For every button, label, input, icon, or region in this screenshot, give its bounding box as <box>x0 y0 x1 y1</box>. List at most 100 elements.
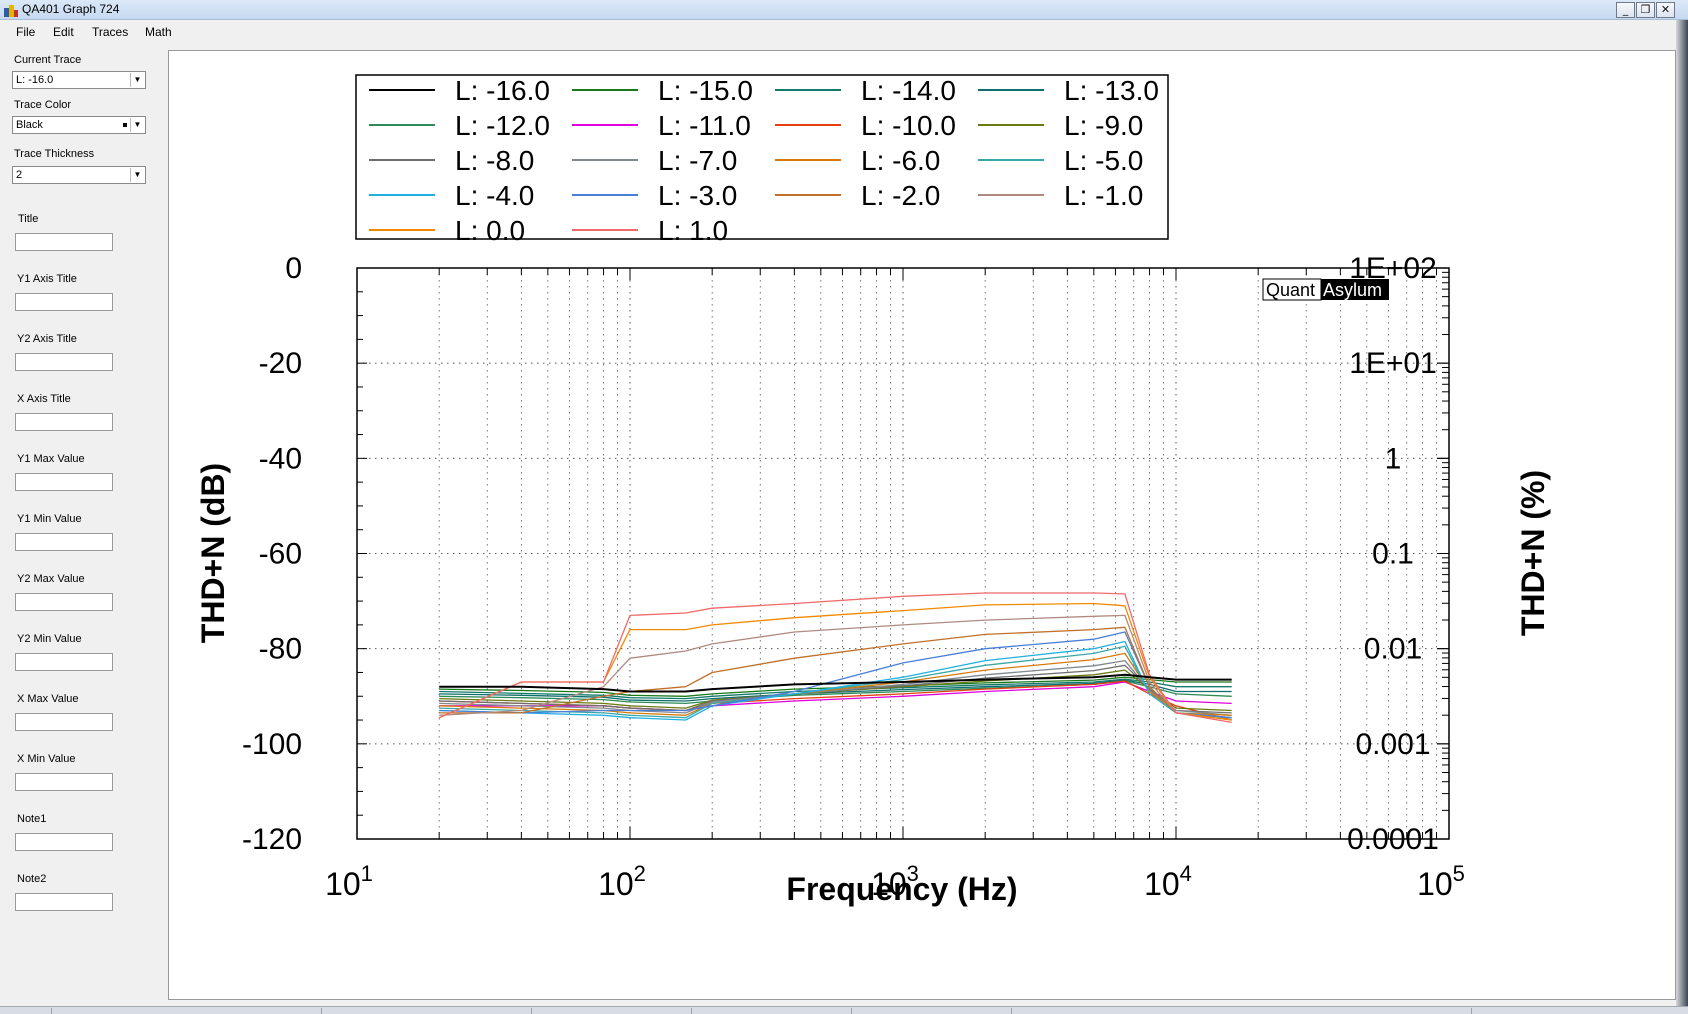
graph-panel[interactable]: 0 -20 -40 -60 -80 -100 -120 1E+02 1E+01 1 0.1 0.01 0… <box>168 50 1676 1000</box>
color-swatch-icon <box>123 123 127 127</box>
x-tick-label: 105 <box>1417 861 1465 902</box>
trace-settings-panel: Current Trace L: -16.0 ▼ Trace Color Bla… <box>0 44 165 1004</box>
x-axis-title-input[interactable] <box>15 413 113 431</box>
y2-axis-title-input[interactable] <box>15 353 113 371</box>
trace-thickness-label: Trace Thickness <box>14 148 95 160</box>
y2-tick-label: 0.0001 <box>1347 823 1439 856</box>
y1-max-value-input[interactable] <box>15 473 113 491</box>
trace-color-value: Black <box>16 119 43 131</box>
trace-thickness-value: 2 <box>16 169 23 181</box>
legend-label: L: -1.0 <box>1064 180 1143 211</box>
chevron-down-icon[interactable]: ▼ <box>130 168 144 182</box>
window-title: QA401 Graph 724 <box>22 2 120 16</box>
y-tick-label: -100 <box>242 728 302 761</box>
series-line <box>439 614 1232 721</box>
y2-axis-title: THD+N (%) <box>1515 470 1551 636</box>
y1-min-value-input[interactable] <box>15 533 113 551</box>
y-tick-label: -60 <box>259 538 302 571</box>
legend-label: L: -14.0 <box>861 75 956 106</box>
x-axis-title-label: X Axis Title <box>17 393 71 405</box>
trace-color-select[interactable]: Black ▼ <box>12 116 146 134</box>
y-tick-label: -80 <box>259 633 302 666</box>
legend-box <box>355 74 1169 240</box>
taskbar-strip <box>0 1006 1688 1014</box>
y2-tick-label: 1E+01 <box>1349 347 1437 380</box>
chevron-down-icon[interactable]: ▼ <box>130 118 144 132</box>
menu-edit[interactable]: Edit <box>53 25 74 39</box>
legend-label: L: -12.0 <box>455 110 550 141</box>
x-min-value-label: X Min Value <box>17 753 76 765</box>
series-lines <box>438 592 1232 724</box>
thd-chart: 0-20-40-60-80-100-1201E+021E+0110.10.010… <box>195 74 1551 907</box>
title-input[interactable] <box>15 233 113 251</box>
menu-bar: File Edit Traces Math <box>0 22 1688 42</box>
y2-min-value-input[interactable] <box>15 653 113 671</box>
legend: L: -16.0 L: -15.0 L: -14.0 L: -13.0 L: -12.0… <box>355 74 1169 246</box>
minimize-button[interactable]: _ <box>1616 2 1635 18</box>
current-trace-select[interactable]: L: -16.0 ▼ <box>12 71 146 89</box>
trace-color-label: Trace Color <box>14 99 72 111</box>
grid <box>357 268 1449 839</box>
current-trace-value: L: -16.0 <box>16 74 54 86</box>
note2-label: Note2 <box>17 873 47 885</box>
window-edge <box>1676 20 1688 1006</box>
legend-label: L: 1.0 <box>658 215 728 246</box>
y2-min-value-label: Y2 Min Value <box>17 633 82 645</box>
watermark-text-right: Asylum <box>1323 280 1382 300</box>
legend-label: L: -11.0 <box>658 110 751 141</box>
y2-tick-label: 1 <box>1385 442 1402 475</box>
y2-tick-label: 0.001 <box>1355 728 1430 761</box>
legend-label: L: -2.0 <box>861 180 940 211</box>
menu-file[interactable]: File <box>16 25 36 39</box>
axis-ticks <box>357 267 1449 840</box>
close-button[interactable]: ✕ <box>1656 2 1675 18</box>
chevron-down-icon[interactable]: ▼ <box>130 73 144 87</box>
title-bar: QA401 Graph 724 _ ❐ ✕ <box>0 0 1688 20</box>
y1-axis-title-input[interactable] <box>15 293 113 311</box>
x-tick-label: 101 <box>325 861 373 902</box>
legend-label: L: -16.0 <box>455 75 550 106</box>
legend-label: L: -3.0 <box>658 180 737 211</box>
legend-label: L: -6.0 <box>861 145 940 176</box>
watermark-text-left: Quant <box>1266 280 1315 300</box>
series-line <box>438 602 1232 721</box>
y1-min-value-label: Y1 Min Value <box>17 513 82 525</box>
note1-label: Note1 <box>17 813 47 825</box>
x-tick-label: 104 <box>1144 861 1192 902</box>
y-tick-label: -120 <box>242 823 302 856</box>
legend-label: L: -4.0 <box>455 180 534 211</box>
title-field-label: Title <box>18 213 39 225</box>
y-axis-title: THD+N (dB) <box>195 463 231 643</box>
trace-thickness-select[interactable]: 2 ▼ <box>12 166 146 184</box>
y1-axis-title-label: Y1 Axis Title <box>17 273 77 285</box>
y2-tick-label: 0.1 <box>1372 538 1414 571</box>
x-max-value-label: X Max Value <box>17 693 79 705</box>
y2-max-value-label: Y2 Max Value <box>17 573 85 585</box>
x-tick-label: 103 <box>871 861 919 902</box>
legend-label: L: -7.0 <box>658 145 737 176</box>
y2-max-value-input[interactable] <box>15 593 113 611</box>
y2-tick-label: 0.01 <box>1364 633 1422 666</box>
watermark-right-box <box>1321 279 1389 300</box>
y-tick-label: -20 <box>259 347 302 380</box>
series-line <box>439 673 1232 693</box>
legend-label: L: -5.0 <box>1064 145 1143 176</box>
x-tick-label: 102 <box>598 861 646 902</box>
menu-math[interactable]: Math <box>145 25 172 39</box>
note2-input[interactable] <box>15 893 113 911</box>
legend-label: L: -13.0 <box>1064 75 1159 106</box>
quantasylum-watermark: Quant Asylum <box>1262 278 1389 301</box>
legend-label: L: -8.0 <box>455 145 534 176</box>
x-min-value-input[interactable] <box>15 773 113 791</box>
y2-axis-title-label: Y2 Axis Title <box>17 333 77 345</box>
restore-button[interactable]: ❐ <box>1636 2 1655 18</box>
series-line <box>438 592 1232 724</box>
note1-input[interactable] <box>15 833 113 851</box>
y-tick-label: 0 <box>285 252 302 285</box>
series-line <box>439 626 1232 721</box>
y1-max-value-label: Y1 Max Value <box>17 453 85 465</box>
series-line <box>439 640 1232 721</box>
legend-label: L: -10.0 <box>861 110 956 141</box>
x-max-value-input[interactable] <box>15 713 113 731</box>
menu-traces[interactable]: Traces <box>92 25 129 39</box>
